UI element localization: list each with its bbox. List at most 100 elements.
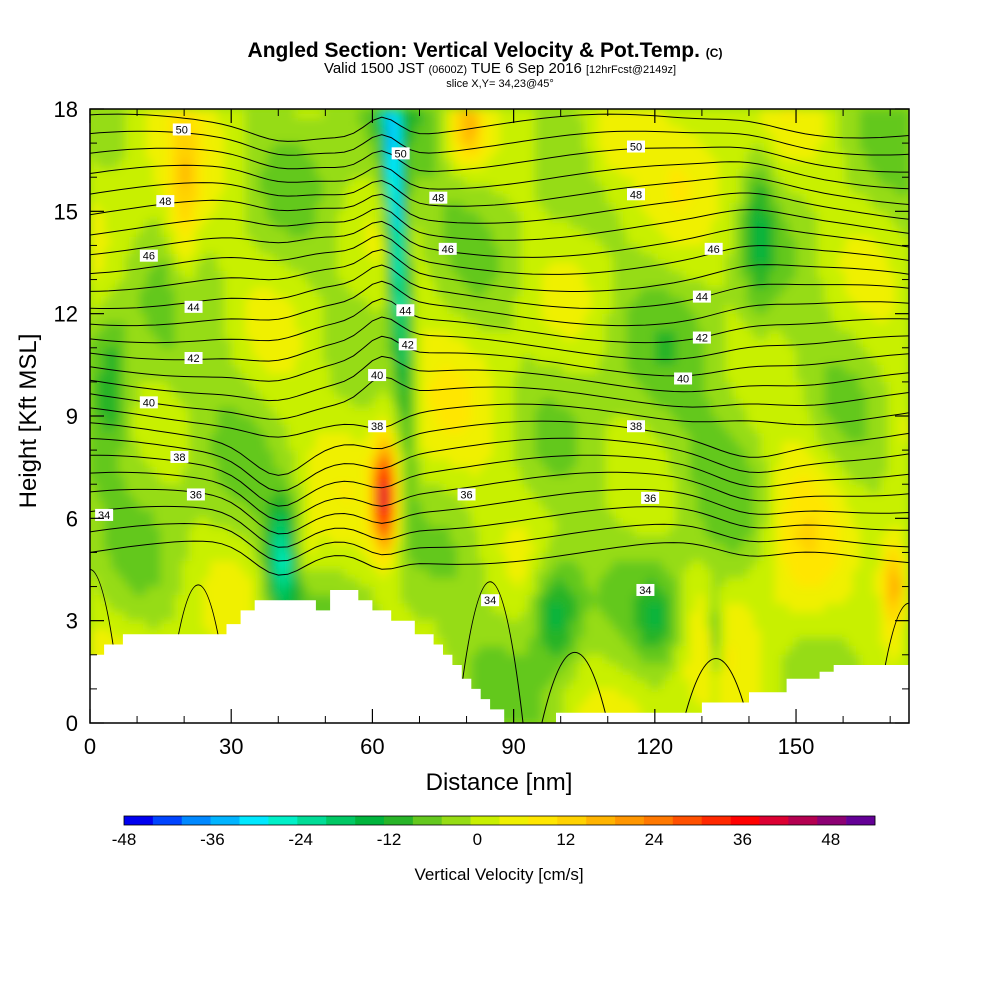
velocity-cell	[513, 518, 522, 528]
velocity-cell	[181, 424, 190, 434]
velocity-cell	[153, 424, 162, 434]
velocity-cell	[174, 322, 183, 332]
velocity-cell	[104, 262, 112, 272]
velocity-cell	[534, 705, 543, 716]
velocity-cell	[167, 245, 176, 255]
velocity-cell	[478, 467, 486, 477]
velocity-cell	[534, 390, 543, 400]
velocity-cell	[414, 288, 423, 298]
velocity-cell	[443, 603, 451, 613]
velocity-cell	[570, 526, 578, 536]
velocity-cell	[181, 458, 190, 468]
velocity-cell	[160, 305, 169, 315]
velocity-cell	[457, 219, 465, 229]
velocity-cell	[435, 151, 444, 161]
velocity-cell	[287, 552, 296, 562]
velocity-cell	[174, 552, 183, 562]
velocity-cell	[266, 441, 275, 451]
velocity-cell	[125, 177, 133, 187]
velocity-cell	[139, 467, 148, 477]
velocity-cell	[188, 578, 197, 588]
velocity-cell	[252, 117, 261, 127]
velocity-cell	[555, 620, 564, 630]
velocity-cell	[308, 569, 317, 579]
velocity-cell	[287, 595, 296, 605]
velocity-cell	[160, 509, 169, 519]
velocity-cell	[330, 228, 338, 238]
velocity-cell	[450, 526, 458, 536]
velocity-cell	[435, 569, 444, 579]
velocity-cell	[104, 620, 112, 630]
velocity-cell	[400, 194, 409, 204]
velocity-cell	[372, 381, 381, 392]
velocity-cell	[97, 458, 105, 468]
velocity-cell	[344, 560, 352, 571]
velocity-cell	[513, 228, 522, 238]
velocity-cell	[344, 143, 352, 153]
velocity-cell	[407, 416, 416, 426]
velocity-cell	[407, 373, 416, 383]
velocity-cell	[111, 202, 119, 212]
velocity-cell	[252, 398, 261, 409]
velocity-cell	[195, 543, 204, 554]
velocity-cell	[224, 603, 232, 613]
velocity-cell	[315, 228, 324, 238]
velocity-cell	[301, 322, 310, 332]
velocity-cell	[294, 458, 303, 468]
velocity-cell	[577, 245, 585, 255]
velocity-cell	[485, 245, 494, 255]
velocity-cell	[132, 288, 141, 298]
velocity-cell	[393, 450, 402, 460]
velocity-cell	[577, 202, 585, 212]
velocity-cell	[513, 381, 522, 392]
velocity-cell	[315, 177, 324, 187]
velocity-cell	[337, 467, 345, 477]
velocity-cell	[386, 381, 395, 392]
velocity-cell	[90, 646, 98, 656]
velocity-cell	[351, 126, 359, 136]
velocity-cell	[534, 211, 543, 221]
velocity-cell	[435, 262, 444, 272]
velocity-cell	[210, 322, 218, 332]
velocity-cell	[301, 228, 310, 238]
velocity-cell	[372, 236, 381, 247]
velocity-cell	[273, 390, 282, 400]
velocity-cell	[457, 151, 465, 161]
velocity-cell	[570, 185, 578, 195]
velocity-cell	[541, 117, 550, 127]
velocity-cell	[90, 228, 98, 238]
velocity-cell	[570, 168, 578, 178]
velocity-cell	[90, 151, 98, 161]
velocity-cell	[153, 586, 162, 596]
velocity-cell	[160, 330, 169, 340]
velocity-cell	[541, 322, 550, 332]
velocity-cell	[273, 347, 282, 357]
velocity-cell	[414, 518, 423, 528]
velocity-cell	[555, 228, 564, 238]
velocity-cell	[492, 603, 501, 613]
velocity-cell	[520, 543, 529, 554]
velocity-cell	[97, 569, 105, 579]
velocity-cell	[478, 160, 486, 170]
velocity-cell	[280, 586, 289, 596]
velocity-cell	[252, 578, 261, 588]
velocity-cell	[90, 381, 98, 392]
velocity-cell	[90, 424, 98, 434]
velocity-cell	[266, 262, 275, 272]
velocity-cell	[330, 236, 338, 247]
velocity-cell	[485, 185, 494, 195]
velocity-cell	[111, 629, 119, 639]
velocity-cell	[372, 288, 381, 298]
velocity-cell	[513, 595, 522, 605]
velocity-cell	[167, 160, 176, 170]
velocity-cell	[421, 288, 430, 298]
velocity-cell	[287, 484, 296, 494]
velocity-cell	[386, 339, 395, 349]
velocity-cell	[97, 373, 105, 383]
velocity-cell	[160, 356, 169, 366]
velocity-cell	[485, 364, 494, 374]
velocity-cell	[259, 117, 268, 127]
velocity-cell	[322, 143, 331, 153]
velocity-cell	[478, 629, 486, 639]
velocity-cell	[407, 433, 416, 443]
